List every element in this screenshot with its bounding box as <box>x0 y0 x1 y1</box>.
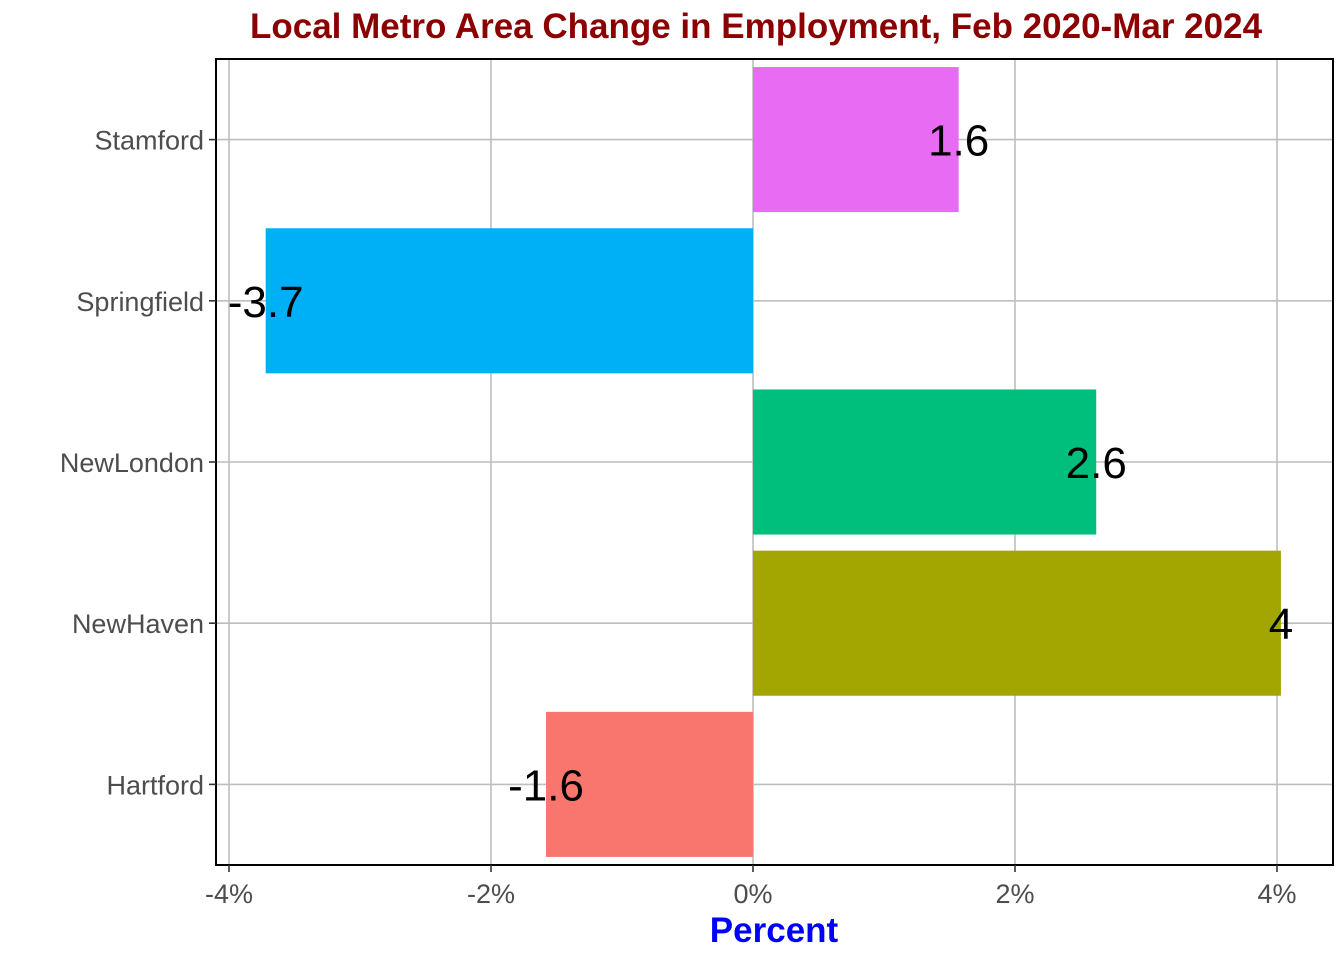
bar <box>753 550 1281 696</box>
data-label: -3.7 <box>228 278 304 327</box>
x-tick-label: 4% <box>1257 879 1296 909</box>
bar <box>546 711 753 857</box>
data-label: 2.6 <box>1066 439 1127 488</box>
bar <box>265 228 753 374</box>
chart-title: Local Metro Area Change in Employment, F… <box>250 7 1263 46</box>
data-labels: -1.6 4 2.6 -3.7 1.6 <box>228 117 1293 811</box>
x-tick-label: 0% <box>733 879 772 909</box>
y-tick-label: NewHaven <box>72 609 204 639</box>
x-axis-title: Percent <box>710 911 839 950</box>
y-tick-label: Springfield <box>76 287 204 317</box>
data-label: -1.6 <box>508 761 584 810</box>
bar <box>753 389 1097 535</box>
data-label: 1.6 <box>928 117 989 166</box>
y-tick-label: NewLondon <box>60 448 204 478</box>
data-label: 4 <box>1269 600 1293 649</box>
bars <box>265 67 1281 857</box>
x-tick-label: -2% <box>467 879 515 909</box>
x-tick-label: -4% <box>205 879 253 909</box>
x-tick-label: 2% <box>995 879 1034 909</box>
y-axis: Hartford NewHaven NewLondon Springfield Stam… <box>60 126 216 800</box>
y-tick-label: Stamford <box>94 126 204 156</box>
y-tick-label: Hartford <box>106 770 204 800</box>
bar <box>753 67 959 213</box>
x-axis: -4% -2% 0% 2% 4% <box>205 865 1297 909</box>
